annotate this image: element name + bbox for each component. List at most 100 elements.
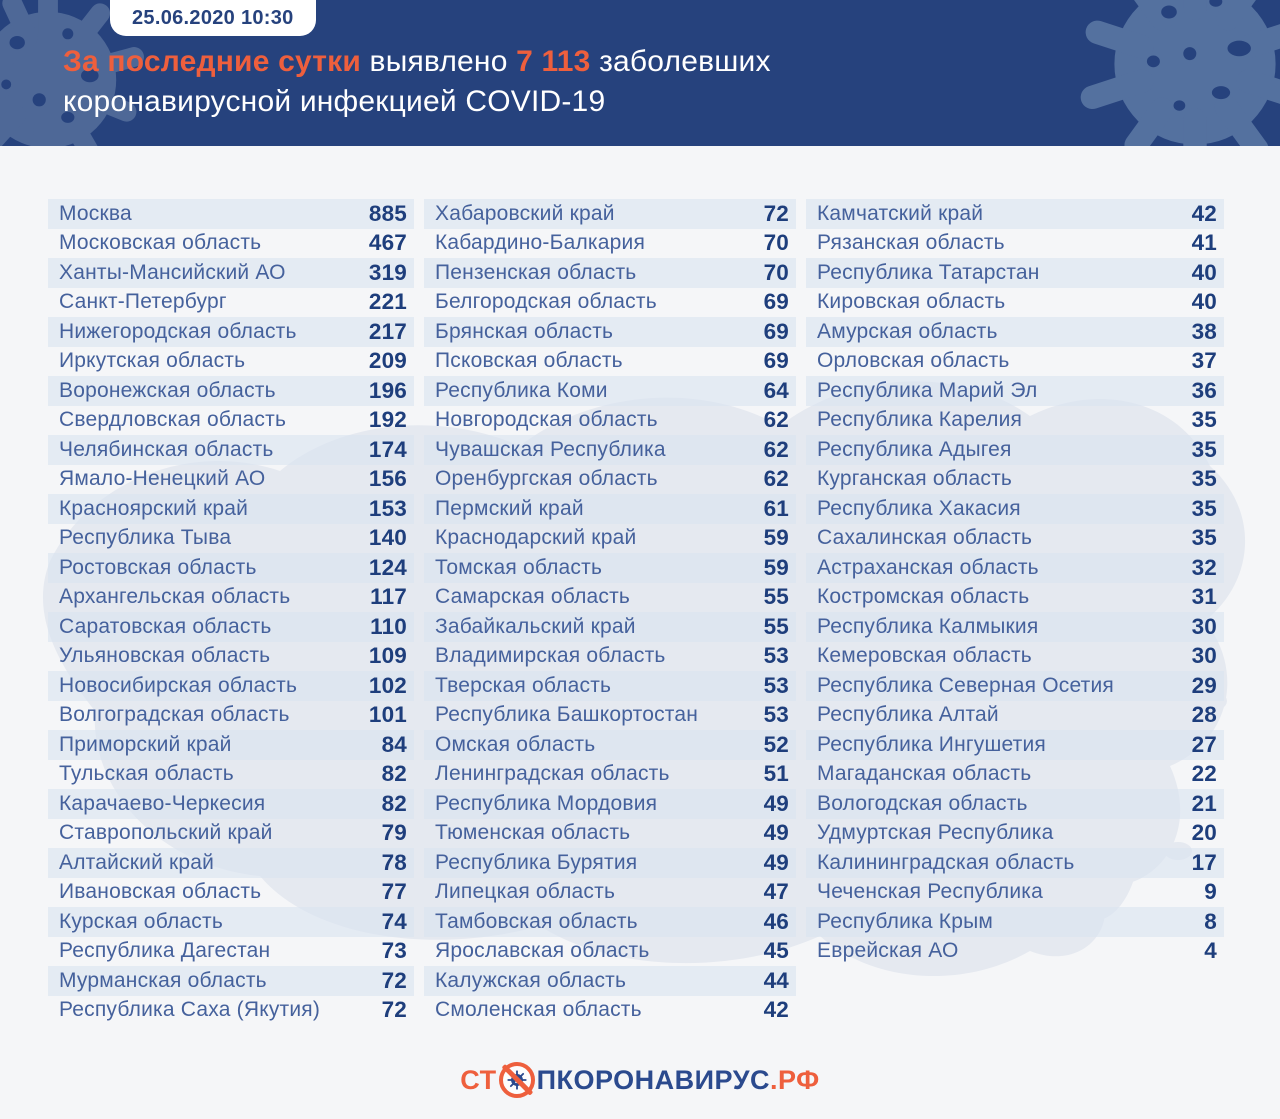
region-name: Республика Дагестан — [59, 939, 271, 963]
table-row: Ямало-Ненецкий АО 156 — [48, 465, 414, 495]
region-name: Республика Марий Эл — [817, 378, 1038, 402]
region-name: Новосибирская область — [59, 673, 298, 697]
regions-column-3: Камчатский край 42 Рязанская область 41 Респ… — [806, 199, 1224, 1025]
region-value: 102 — [368, 672, 407, 698]
table-row: Санкт-Петербург 221 — [48, 288, 414, 318]
table-row: Пермский край 61 — [424, 494, 796, 524]
region-value: 467 — [368, 230, 407, 256]
region-value: 72 — [381, 967, 407, 993]
region-value: 51 — [763, 761, 789, 787]
region-name: Кабардино-Балкария — [435, 231, 646, 255]
table-row: Краснодарский край 59 — [424, 524, 796, 554]
region-value: 35 — [1191, 466, 1217, 492]
table-row: Республика Бурятия 49 — [424, 848, 796, 878]
region-name: Курганская область — [817, 467, 1013, 491]
region-value: 49 — [763, 820, 789, 846]
region-name: Республика Хакасия — [817, 496, 1021, 520]
table-row: Республика Мордовия 49 — [424, 789, 796, 819]
region-value: 27 — [1191, 731, 1217, 757]
region-value: 30 — [1191, 613, 1217, 639]
region-value: 79 — [381, 820, 407, 846]
region-value: 101 — [368, 702, 407, 728]
region-value: 192 — [368, 407, 407, 433]
table-row: Республика Дагестан 73 — [48, 937, 414, 967]
table-row: Кемеровская область 30 — [806, 642, 1224, 672]
table-row: Чувашская Республика 62 — [424, 435, 796, 465]
table-row: Амурская область 38 — [806, 317, 1224, 347]
region-value: 38 — [1191, 318, 1217, 344]
region-name: Костромская область — [817, 585, 1030, 609]
region-name: Чеченская Республика — [817, 880, 1043, 904]
region-value: 117 — [370, 584, 407, 610]
table-row: Республика Башкортостан 53 — [424, 701, 796, 731]
region-name: Сахалинская область — [817, 526, 1033, 550]
stopcoronavirus-logo: СТ — [460, 1062, 819, 1098]
logo-text-suffix: .РФ — [770, 1064, 820, 1095]
region-name: Тюменская область — [435, 821, 631, 845]
region-name: Мурманская область — [59, 968, 267, 992]
table-row: Воронежская область 196 — [48, 376, 414, 406]
region-name: Томская область — [435, 555, 603, 579]
logo-text-middle: ПКОРОНАВИРУС — [536, 1064, 770, 1095]
region-name: Республика Бурятия — [435, 850, 638, 874]
region-value: 40 — [1191, 289, 1217, 315]
table-row: Ростовская область 124 — [48, 553, 414, 583]
table-row: Владимирская область 53 — [424, 642, 796, 672]
table-row: Удмуртская Республика 20 — [806, 819, 1224, 849]
footer: СТ — [0, 1058, 1280, 1102]
table-row: Ханты-Мансийский АО 319 — [48, 258, 414, 288]
region-name: Хабаровский край — [435, 201, 615, 225]
region-name: Оренбургская область — [435, 467, 658, 491]
table-row: Саратовская область 110 — [48, 612, 414, 642]
region-value: 221 — [368, 289, 407, 315]
region-name: Рязанская область — [817, 231, 1005, 255]
region-name: Забайкальский край — [435, 614, 636, 638]
region-name: Курская область — [59, 909, 223, 933]
table-row: Тамбовская область 46 — [424, 907, 796, 937]
table-row: Калужская область 44 — [424, 966, 796, 996]
table-row: Ярославская область 45 — [424, 937, 796, 967]
table-row: Красноярский край 153 — [48, 494, 414, 524]
region-value: 55 — [763, 584, 789, 610]
table-row: Пензенская область 70 — [424, 258, 796, 288]
table-row: Тульская область 82 — [48, 760, 414, 790]
region-name: Республика Калмыкия — [817, 614, 1039, 638]
region-name: Магаданская область — [817, 762, 1032, 786]
table-row: Кировская область 40 — [806, 288, 1224, 318]
table-row: Хабаровский край 72 — [424, 199, 796, 229]
region-name: Республика Мордовия — [435, 791, 658, 815]
region-name: Пермский край — [435, 496, 584, 520]
table-row: Тверская область 53 — [424, 671, 796, 701]
region-name: Брянская область — [435, 319, 614, 343]
region-name: Республика Татарстан — [817, 260, 1040, 284]
table-row: Липецкая область 47 — [424, 878, 796, 908]
region-name: Республика Карелия — [817, 408, 1023, 432]
region-name: Карачаево-Черкесия — [59, 791, 266, 815]
region-value: 40 — [1191, 259, 1217, 285]
table-row: Омская область 52 — [424, 730, 796, 760]
region-value: 53 — [763, 643, 789, 669]
region-name: Амурская область — [817, 319, 998, 343]
regions-column-1: Москва 885 Московская область 467 Ханты-Манс… — [48, 199, 414, 1025]
virus-icon — [1080, 0, 1280, 146]
region-value: 70 — [763, 230, 789, 256]
table-row: Москва 885 — [48, 199, 414, 229]
page-title: За последние сутки выявлено 7 113 заболе… — [63, 42, 771, 122]
table-row: Камчатский край 42 — [806, 199, 1224, 229]
region-value: 46 — [763, 908, 789, 934]
region-value: 69 — [763, 348, 789, 374]
region-value: 30 — [1191, 643, 1217, 669]
region-name: Орловская область — [817, 349, 1010, 373]
region-value: 72 — [381, 997, 407, 1023]
region-value: 69 — [763, 318, 789, 344]
region-name: Ханты-Мансийский АО — [59, 260, 286, 284]
region-name: Республика Башкортостан — [435, 703, 699, 727]
table-row: Сахалинская область 35 — [806, 524, 1224, 554]
date-badge: 25.06.2020 10:30 — [110, 0, 316, 36]
region-value: 62 — [763, 466, 789, 492]
region-name: Воронежская область — [59, 378, 276, 402]
region-name: Псковская область — [435, 349, 623, 373]
region-value: 84 — [381, 731, 407, 757]
region-value: 35 — [1191, 436, 1217, 462]
region-value: 49 — [763, 849, 789, 875]
